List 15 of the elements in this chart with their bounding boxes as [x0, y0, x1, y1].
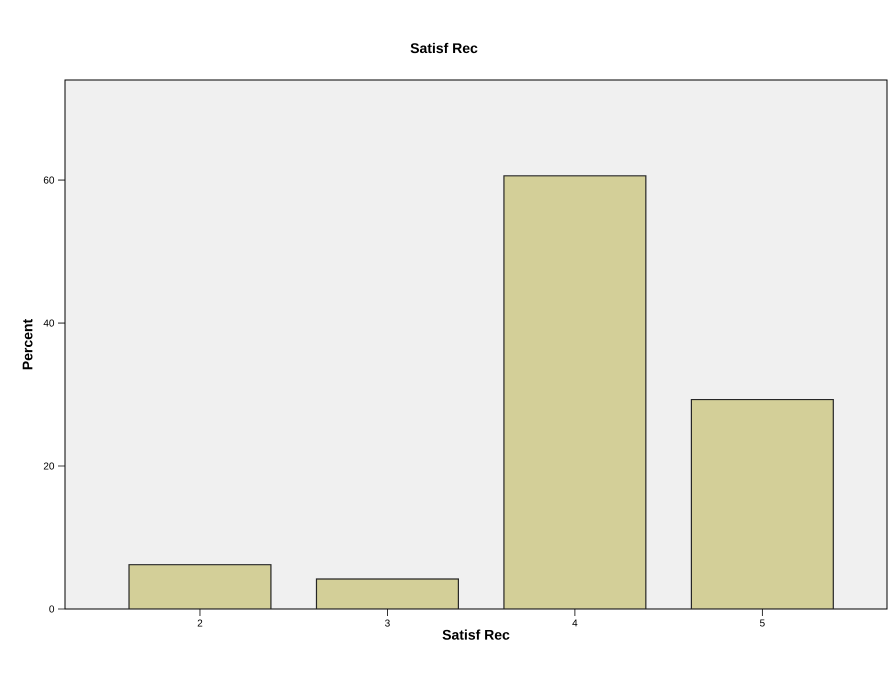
- x-tick-label: 5: [760, 620, 765, 627]
- bar: [690, 398, 834, 609]
- y-tick-label: 0: [49, 605, 54, 613]
- y-axis-title: Percent: [22, 319, 32, 370]
- y-tick-label: 40: [44, 320, 54, 327]
- y-tick-label: 60: [44, 176, 54, 184]
- chart-title: Satisf Rec: [410, 42, 478, 54]
- x-axis-title: Satisf Rec: [442, 629, 510, 640]
- bar: [316, 578, 459, 609]
- bar: [129, 564, 271, 609]
- y-tick-label: 20: [44, 462, 54, 470]
- bar: [503, 175, 646, 609]
- x-tick-label: 4: [572, 620, 578, 626]
- x-tick-label: 2: [198, 620, 202, 627]
- x-tick-label: 3: [385, 620, 390, 627]
